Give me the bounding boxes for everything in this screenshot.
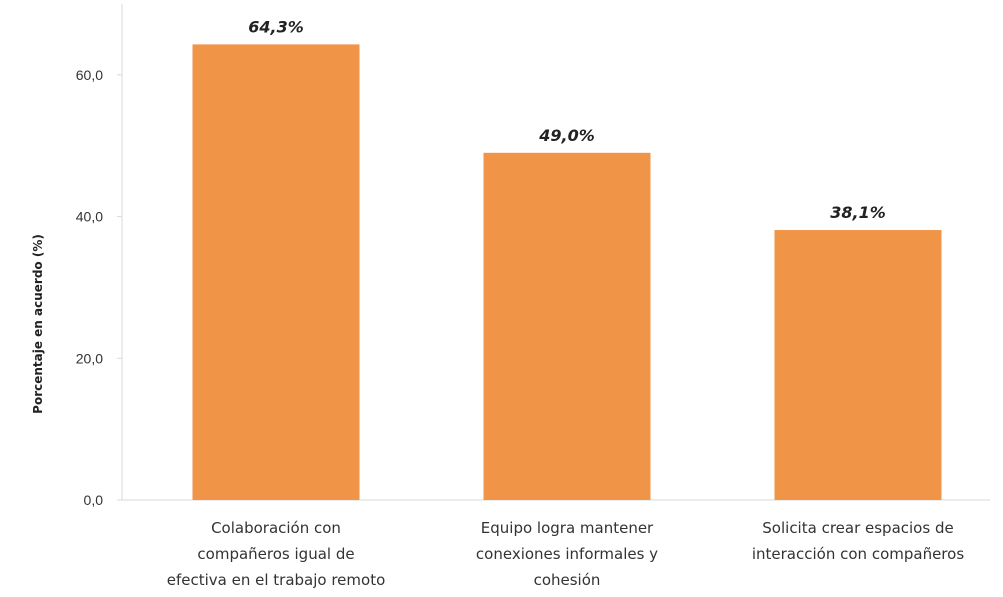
bar <box>192 44 360 500</box>
bar <box>483 152 651 501</box>
y-tick-label: 40,0 <box>76 209 103 225</box>
category-label: Solicita crear espacios de interacción co… <box>752 519 964 563</box>
data-label: 64,3% <box>248 17 304 36</box>
data-labels: 64,3% 49,0% 38,1% <box>248 17 886 222</box>
y-tick-label: 20,0 <box>76 350 103 366</box>
category-labels: Colaboración con compañeros igual de efect… <box>167 519 965 589</box>
category-label: Equipo logra mantener conexiones informal… <box>476 519 658 589</box>
bars <box>192 44 942 501</box>
data-label: 49,0% <box>538 126 595 145</box>
y-axis-title: Porcentaje en acuerdo (%) <box>31 234 45 414</box>
bar <box>774 230 942 500</box>
data-label: 38,1% <box>830 203 886 222</box>
y-tick-label: 60,0 <box>76 67 103 83</box>
y-tick-label: 0,0 <box>84 492 104 508</box>
category-label: Colaboración con compañeros igual de efect… <box>167 519 386 589</box>
